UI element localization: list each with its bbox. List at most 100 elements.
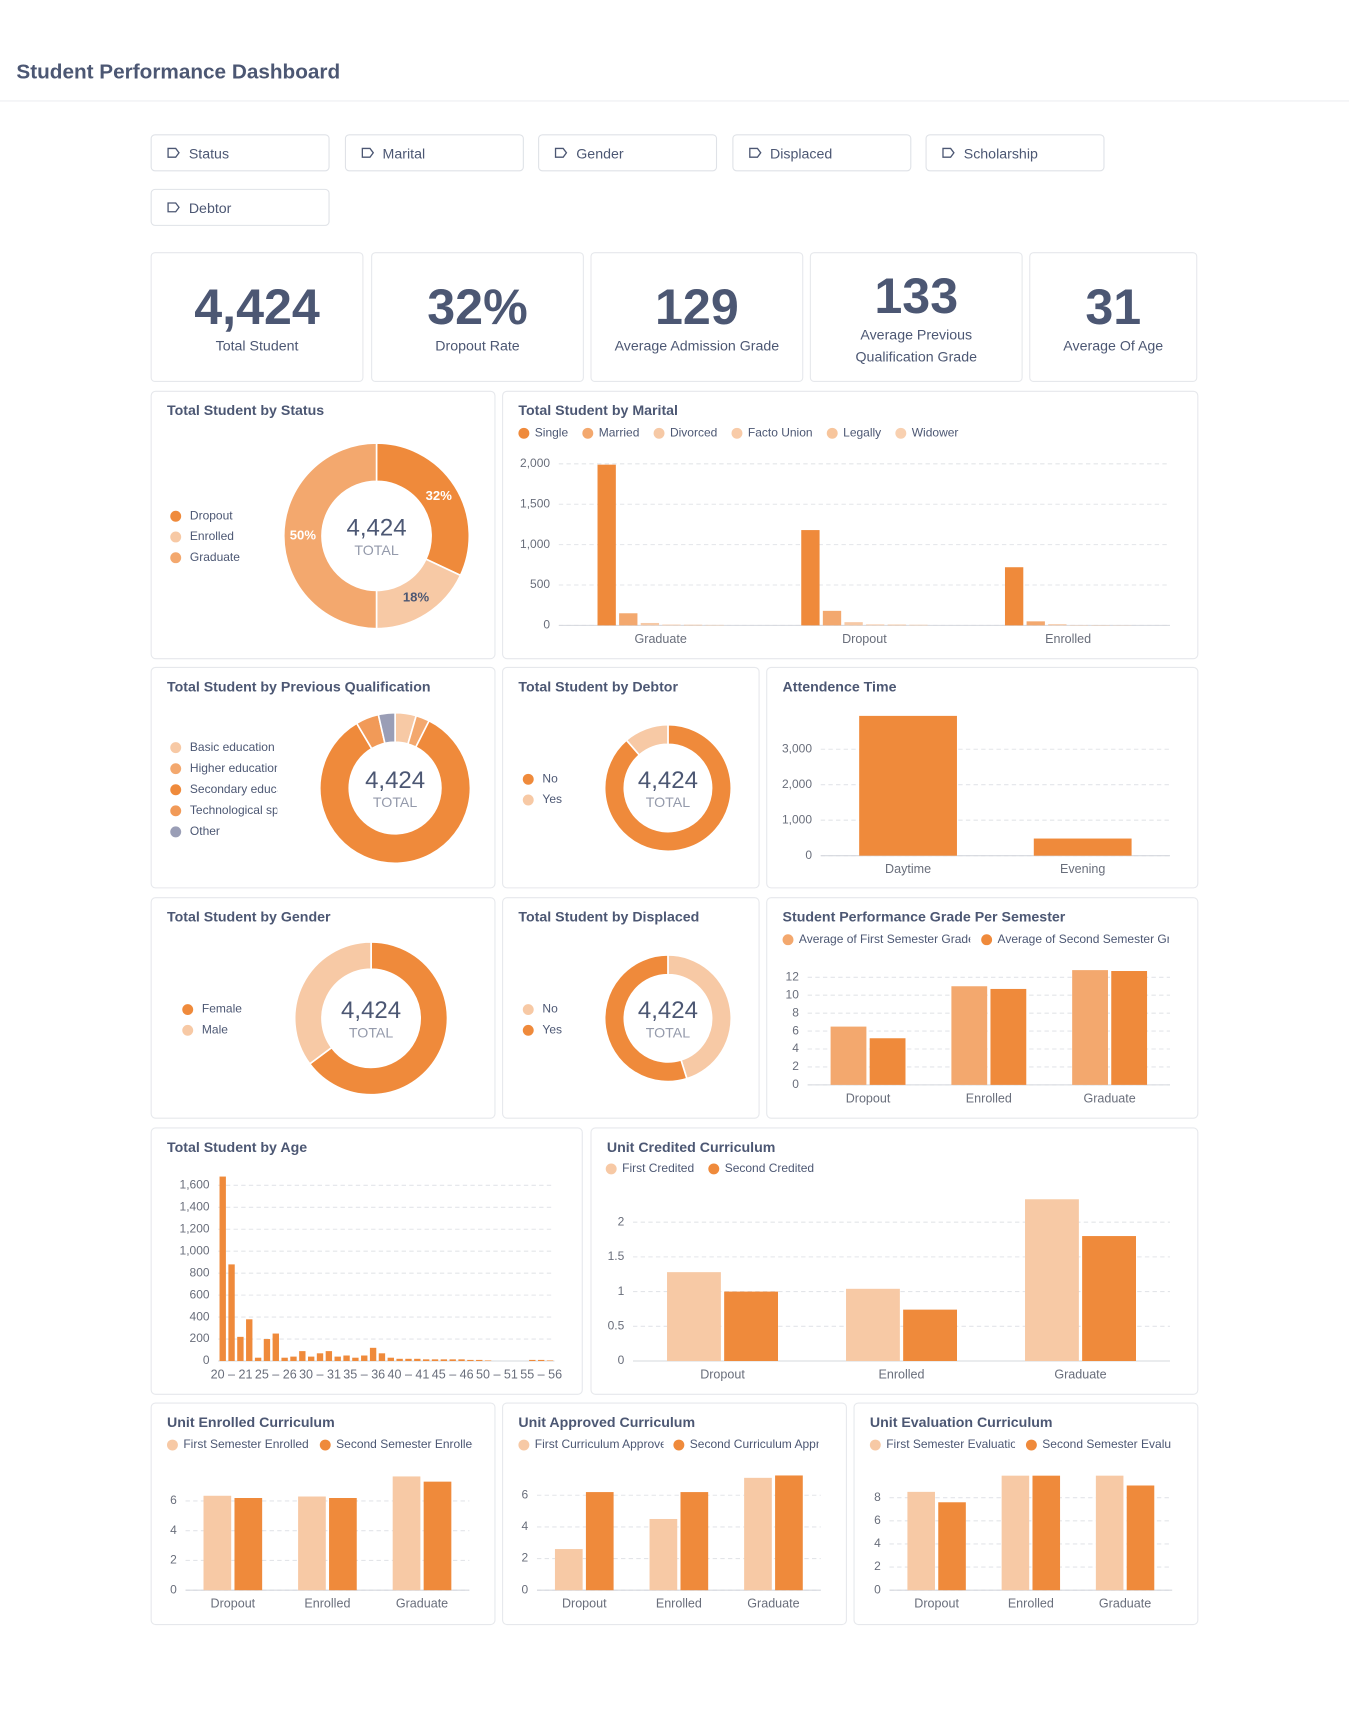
chart-title: Student Performance Grade Per Semester <box>783 910 1066 926</box>
header-divider <box>0 100 1349 102</box>
legend-dot <box>731 427 743 439</box>
chart-title: Total Student by Gender <box>167 910 331 926</box>
legend-dot <box>708 1163 720 1175</box>
y-tick-label: 3,000 <box>782 741 812 755</box>
legend-label: Single <box>535 425 569 439</box>
bar <box>554 1549 583 1591</box>
y-tick-label: 4 <box>170 1523 177 1537</box>
legend-dot <box>170 510 182 522</box>
bar <box>1001 1475 1030 1591</box>
bar <box>1072 970 1108 1085</box>
bar <box>990 988 1027 1085</box>
bar <box>290 1356 297 1362</box>
bar <box>1004 567 1024 626</box>
donut-total: 4,424 <box>638 767 698 794</box>
kpi-card: 133 Average Previous Qualification Grade <box>809 252 1023 382</box>
chart-title: Total Student by Debtor <box>518 679 678 695</box>
donut-caption: TOTAL <box>354 543 398 559</box>
y-tick-label: 1.5 <box>608 1249 625 1263</box>
bar <box>254 1357 262 1362</box>
bar <box>585 1492 614 1591</box>
filter-button[interactable]: Marital <box>344 134 524 172</box>
y-tick-label: 2 <box>874 1559 881 1573</box>
x-tick-label: 45 – 46 <box>432 1368 474 1382</box>
legend-dot <box>170 742 182 754</box>
filter-label: Displaced <box>769 144 833 161</box>
kpi-card: 129 Average Admission Grade <box>590 252 804 382</box>
chart-title: Unit Enrolled Curriculum <box>167 1415 335 1431</box>
legend-dot <box>522 1024 534 1036</box>
bar <box>361 1355 368 1362</box>
kpi-value: 4,424 <box>194 277 320 335</box>
y-tick-label: 0 <box>805 848 812 862</box>
bar <box>775 1475 803 1591</box>
x-tick-label: Evening <box>1060 862 1105 876</box>
legend-label: Male <box>202 1022 228 1036</box>
bar <box>724 1291 779 1362</box>
legend-label: No <box>542 1002 558 1016</box>
bar <box>859 715 957 856</box>
legend-label: Second Curriculum Approved <box>690 1437 846 1451</box>
bar <box>1032 1475 1061 1591</box>
bar <box>298 1496 326 1591</box>
chart-card <box>502 390 1199 660</box>
filter-button[interactable]: Scholarship <box>925 134 1105 172</box>
kpi-card: 32% Dropout Rate <box>371 252 584 382</box>
legend-dot <box>170 784 182 796</box>
bar <box>329 1498 357 1591</box>
chart-title: Unit Approved Curriculum <box>518 1415 695 1431</box>
filter-button[interactable]: Displaced <box>731 134 911 172</box>
legend-dot <box>522 773 534 785</box>
kpi-label: Average Previous Qualification Grade <box>855 325 977 364</box>
kpi-label: Average Admission Grade <box>614 336 780 354</box>
x-tick-label: 40 – 41 <box>388 1368 430 1382</box>
legend-label: Enrolled <box>190 529 234 543</box>
legend-label: Second Semester Enrolled <box>336 1437 479 1451</box>
kpi-card: 4,424 Total Student <box>150 252 364 382</box>
legend-dot <box>522 1004 534 1016</box>
legend-label: Yes <box>542 1022 562 1036</box>
x-tick-label: Graduate <box>747 1597 799 1611</box>
x-tick-label: 50 – 51 <box>476 1368 518 1382</box>
legend-dot <box>673 1439 685 1451</box>
legend-dot <box>170 805 182 817</box>
bar <box>281 1357 288 1362</box>
filter-button[interactable]: Status <box>150 134 330 172</box>
donut-segment <box>318 719 472 865</box>
bar <box>909 624 928 626</box>
legend-label: Married <box>599 425 640 439</box>
x-tick-label: 25 – 26 <box>255 1368 297 1382</box>
x-tick-label: Graduate <box>1099 1597 1151 1611</box>
bar <box>903 1309 958 1362</box>
chart-card <box>766 666 1199 889</box>
filter-button[interactable]: Debtor <box>150 188 330 226</box>
y-tick-label: 6 <box>792 1023 799 1037</box>
bar <box>546 1360 554 1362</box>
bar <box>369 1347 377 1362</box>
donut-segment <box>603 954 688 1083</box>
bar <box>846 1288 900 1362</box>
y-tick-label: 1,200 <box>180 1221 210 1235</box>
x-tick-label: Dropout <box>211 1597 256 1611</box>
y-tick-label: 800 <box>190 1265 210 1279</box>
bar <box>246 1319 253 1362</box>
legend-dot <box>518 427 530 439</box>
legend-label: Average of First Semester Grade <box>799 932 975 946</box>
kpi-label: Total Student <box>215 336 299 354</box>
filter-label: Debtor <box>188 199 232 216</box>
bar <box>801 530 820 626</box>
bar <box>649 1518 678 1591</box>
x-tick-label: Dropout <box>914 1597 959 1611</box>
y-tick-label: 12 <box>786 969 800 983</box>
legend-dot <box>170 763 182 775</box>
legend-label: Technological specialization <box>190 803 338 817</box>
bar <box>907 1491 935 1591</box>
chart-title: Attendence Time <box>783 679 897 695</box>
bar <box>844 622 863 626</box>
filter-button[interactable]: Gender <box>538 134 718 172</box>
y-tick-label: 1 <box>618 1284 625 1298</box>
bar <box>1033 838 1132 856</box>
legend-label: Yes <box>542 792 562 806</box>
bar <box>662 624 681 626</box>
